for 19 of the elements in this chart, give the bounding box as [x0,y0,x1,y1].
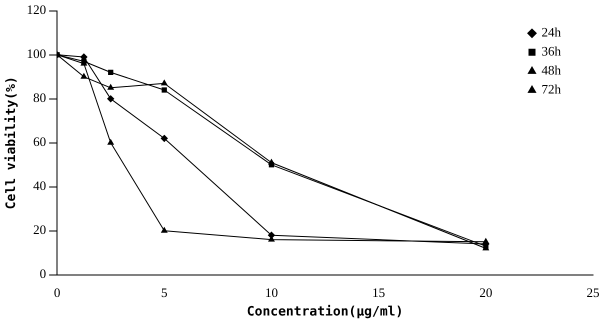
legend-label: 48h [542,62,562,78]
y-tick-label: 0 [40,266,46,282]
y-tick-label: 60 [33,134,46,150]
x-tick-label: 5 [161,285,168,300]
x-tick-label: 10 [264,285,278,300]
y-tick-label: 100 [26,46,46,62]
y-tick-label: 80 [33,90,46,106]
x-axis-title: Concentration(μg/ml) [246,304,404,320]
y-axis-title: Cell viability(%) [4,76,20,210]
y-tick-label: 40 [33,178,46,194]
legend-label: 24h [542,24,562,40]
legend-label: 36h [542,44,562,59]
x-tick-label: 20 [479,285,492,300]
x-tick-label: 0 [54,285,60,300]
legend-label: 72h [542,82,562,97]
y-tick-label: 120 [26,2,46,18]
y-tick-label: 20 [33,222,46,238]
x-tick-label: 15 [372,285,386,300]
x-tick-label: 25 [586,285,600,300]
